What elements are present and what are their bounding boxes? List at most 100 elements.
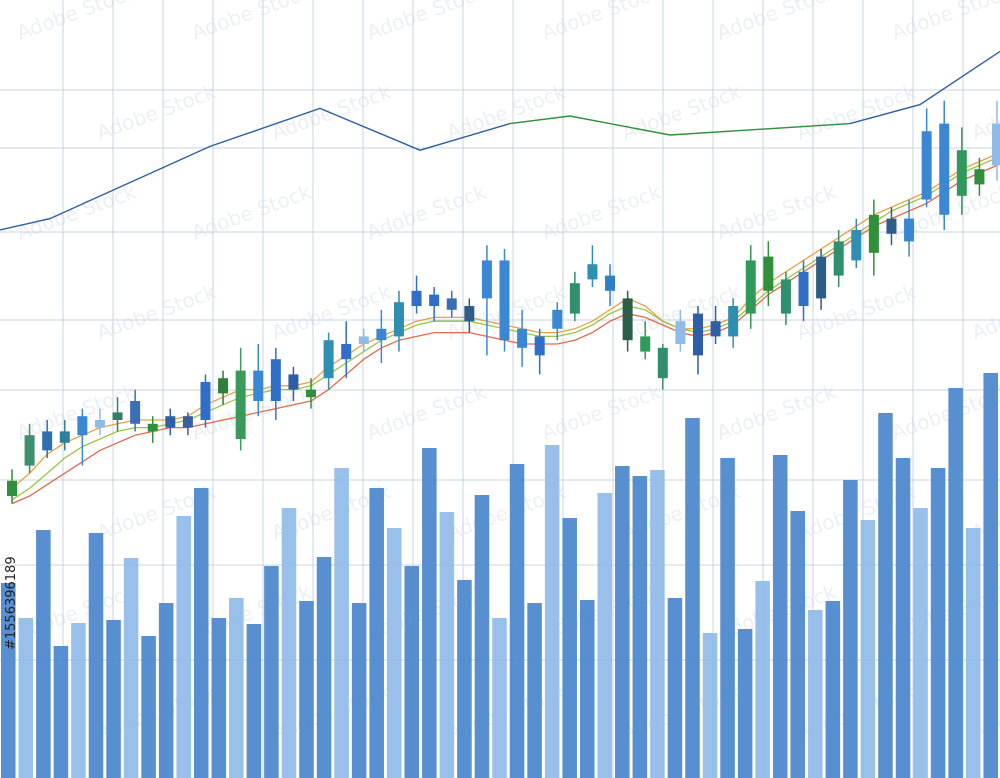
watermark-text: Adobe Stock — [444, 79, 570, 144]
volume-bar — [544, 445, 560, 778]
candle-body — [77, 416, 88, 436]
candle-body — [130, 401, 141, 424]
candle-body — [816, 256, 827, 299]
candle-body — [692, 313, 703, 356]
candle-body — [429, 294, 440, 306]
watermark-text: Adobe Stock — [794, 79, 920, 144]
candle-body — [270, 359, 281, 401]
volume-bar — [439, 512, 455, 778]
candle-body — [24, 435, 35, 466]
candle-body — [481, 260, 492, 299]
volume-bar — [316, 557, 332, 778]
candle-body — [868, 214, 879, 253]
candle-body — [569, 283, 580, 314]
volume-bar — [808, 610, 823, 778]
volume-bar — [71, 623, 86, 778]
candle-body — [622, 298, 633, 341]
volume-bar — [246, 624, 262, 778]
candle-body — [798, 271, 809, 306]
volume-bar — [615, 466, 630, 778]
volume-bar — [36, 530, 51, 778]
volume-bar — [720, 458, 735, 778]
watermark-text: Adobe Stock — [189, 0, 315, 45]
candle-body — [200, 382, 211, 420]
candle-body — [517, 328, 528, 348]
candle-body — [341, 344, 352, 360]
watermark-text: Adobe Stock — [889, 379, 1000, 444]
volume-bar — [422, 448, 437, 778]
watermark-text: Adobe Stock — [14, 0, 140, 45]
volume-bar — [474, 495, 490, 778]
volume-bar — [351, 603, 367, 778]
volume-bar — [404, 566, 420, 778]
candle-body — [956, 150, 967, 196]
candle-body — [745, 260, 756, 314]
candle-body — [939, 123, 950, 215]
volume-bar — [702, 633, 718, 778]
candle-body — [288, 374, 299, 390]
volume-bar — [825, 601, 841, 778]
watermark-text: Adobe Stock — [714, 0, 840, 45]
candle-body — [552, 309, 563, 329]
volume-bar — [141, 636, 156, 778]
volume-bar — [737, 629, 753, 778]
candle-body — [218, 378, 229, 394]
watermark-text: Adobe Stock — [714, 379, 840, 444]
watermark-text: Adobe Stock — [364, 0, 490, 45]
volume-bar — [158, 603, 174, 778]
candle-body — [42, 431, 53, 451]
candle-body — [499, 260, 510, 341]
volume-bar — [930, 468, 946, 778]
candle-body — [657, 347, 668, 379]
candle-body — [235, 370, 246, 439]
watermark-text: Adobe Stock — [189, 179, 315, 244]
volume-bar — [1, 583, 16, 778]
candle-body — [974, 169, 985, 185]
candle-body — [675, 321, 686, 344]
watermark-text: Adobe Stock — [714, 179, 840, 244]
candle-body — [446, 298, 457, 310]
watermark-text: Adobe Stock — [94, 79, 220, 144]
candle-body — [605, 275, 616, 291]
volume-bar — [983, 373, 998, 778]
candle-body — [7, 480, 17, 496]
volume-bar — [632, 476, 648, 778]
volume-bar — [281, 508, 297, 778]
volume-bar — [965, 528, 981, 778]
watermark-text: Adobe Stock — [539, 179, 665, 244]
candle-body — [393, 302, 404, 337]
volume-bar — [597, 493, 613, 778]
candle-body — [358, 336, 369, 344]
candle-body — [780, 279, 791, 314]
volume-bar — [509, 464, 525, 778]
volume-bar — [579, 600, 595, 778]
candle-body — [306, 389, 317, 398]
candle-body — [94, 420, 105, 428]
volume-bar — [667, 598, 683, 778]
volume-bar — [334, 468, 349, 778]
volume-bar — [527, 603, 542, 778]
candle-body — [59, 431, 70, 443]
trend-line — [0, 50, 1000, 231]
trend-line-segment — [509, 115, 851, 136]
watermark-text: Adobe Stock — [14, 179, 140, 244]
volume-bar — [755, 581, 770, 778]
volume-bar — [860, 520, 876, 778]
candle-body — [587, 264, 598, 280]
candle-body — [323, 340, 334, 379]
candle-body — [710, 321, 721, 337]
candle-body — [147, 423, 158, 432]
volume-bar — [492, 618, 507, 778]
candle-body — [376, 328, 387, 341]
stock-id-label: #1556396189 — [4, 556, 19, 650]
volume-bar — [895, 458, 911, 778]
watermark-text: Adobe Stock — [364, 179, 490, 244]
volume-bar — [88, 533, 104, 778]
candle-body — [411, 290, 422, 306]
candle-body — [851, 230, 862, 261]
volume-bar — [106, 620, 121, 778]
watermark-text: Adobe Stock — [969, 279, 1000, 344]
volume-bar — [229, 598, 244, 778]
candle-body — [182, 416, 193, 428]
